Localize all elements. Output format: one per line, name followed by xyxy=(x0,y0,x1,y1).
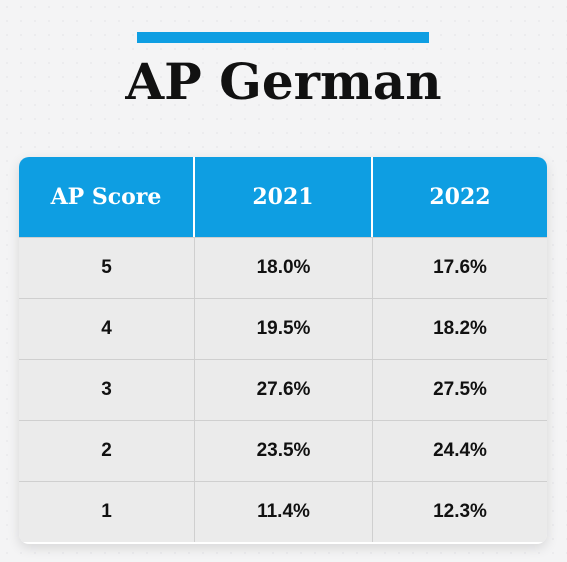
table-row: 5 18.0% 17.6% xyxy=(19,237,547,298)
table-row: 3 27.6% 27.5% xyxy=(19,359,547,420)
score-cell: 5 xyxy=(19,238,195,298)
score-cell: 1 xyxy=(19,482,195,542)
value-2021-cell: 27.6% xyxy=(195,360,373,420)
value-2022-cell: 24.4% xyxy=(433,440,487,461)
value-2021-cell: 18.0% xyxy=(195,238,373,298)
table-header-row: AP Score 2021 2022 xyxy=(19,157,547,237)
value-2022-cell: 12.3% xyxy=(433,501,487,522)
title-accent-bar xyxy=(137,32,429,43)
score-cell: 3 xyxy=(19,360,195,420)
table-row: 2 23.5% 24.4% xyxy=(19,420,547,481)
page-title: AP German xyxy=(125,52,442,111)
score-table: AP Score 2021 2022 5 18.0% 17.6% 4 19.5%… xyxy=(19,157,547,544)
value-2022-cell: 17.6% xyxy=(433,257,487,278)
value-2021-cell: 23.5% xyxy=(195,421,373,481)
header-ap-score: AP Score xyxy=(19,157,195,237)
score-cell: 4 xyxy=(19,299,195,359)
score-cell: 2 xyxy=(19,421,195,481)
value-2022-cell: 18.2% xyxy=(433,318,487,339)
header-2021: 2021 xyxy=(195,157,373,237)
table-row: 1 11.4% 12.3% xyxy=(19,481,547,542)
header-2022: 2022 xyxy=(429,184,491,210)
table-row: 4 19.5% 18.2% xyxy=(19,298,547,359)
value-2022-cell: 27.5% xyxy=(433,379,487,400)
value-2021-cell: 11.4% xyxy=(195,482,373,542)
value-2021-cell: 19.5% xyxy=(195,299,373,359)
